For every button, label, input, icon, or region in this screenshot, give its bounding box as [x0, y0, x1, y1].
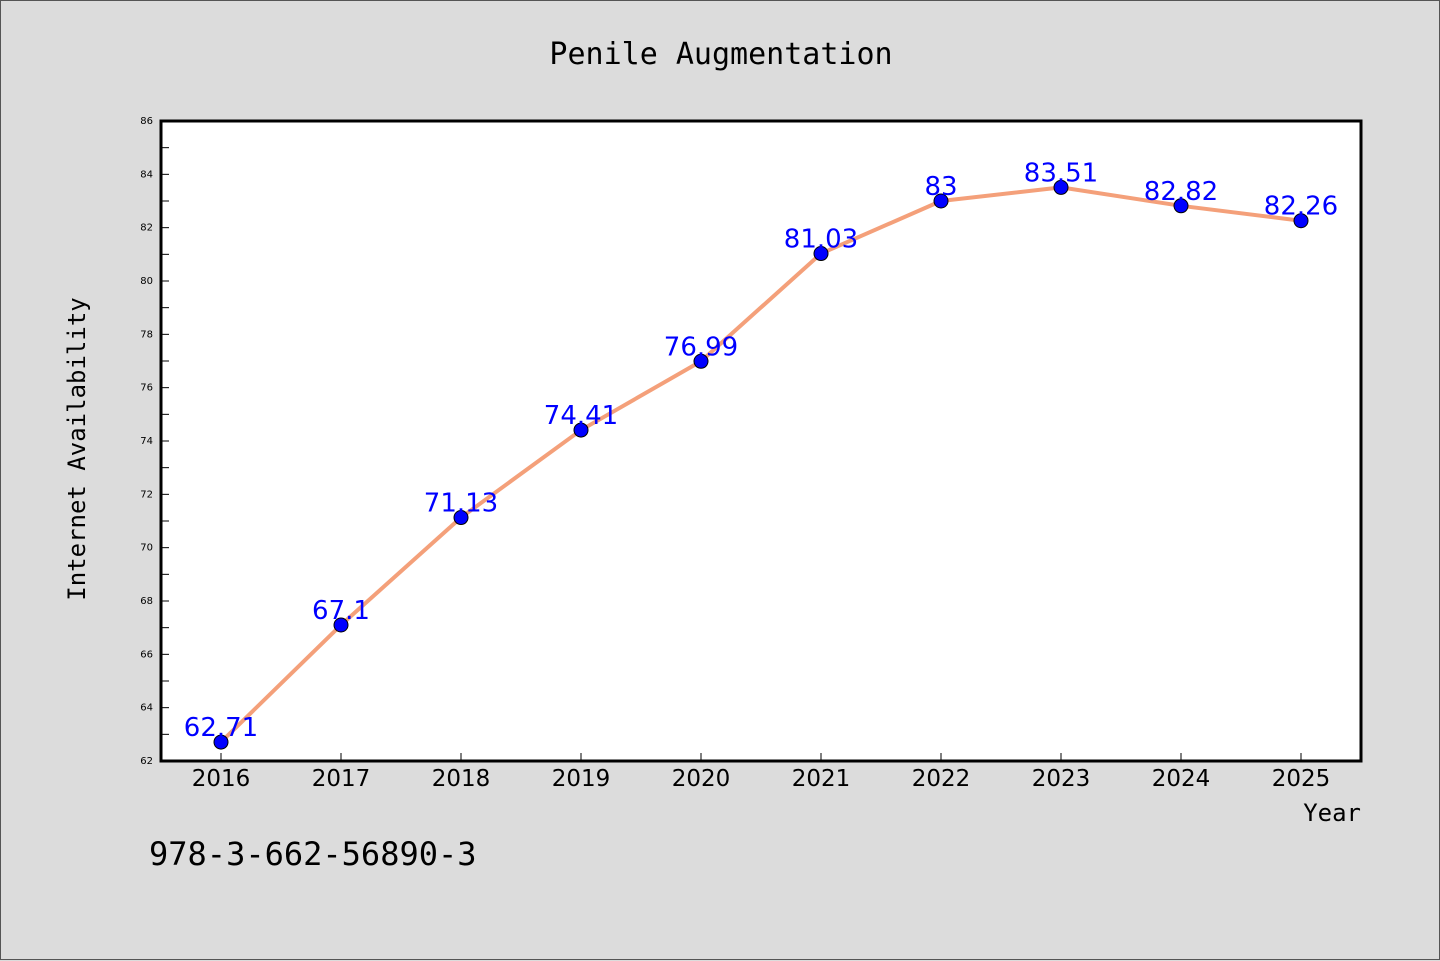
y-tick-label: 80 [140, 276, 153, 287]
x-axis: 2016 2017 2018 2019 2020 2021 2022 2023 2024 2025 [192, 753, 1331, 792]
y-tick-label: 62 [140, 756, 153, 767]
data-label: 67.1 [312, 596, 370, 626]
data-label: 82.26 [1264, 192, 1338, 222]
x-tick-label: 2019 [552, 766, 611, 792]
data-label: 83.51 [1024, 158, 1098, 188]
data-label: 81.03 [784, 225, 858, 255]
x-tick-label: 2018 [432, 766, 491, 792]
y-axis-label: Internet Availability [63, 297, 91, 600]
data-point [213, 734, 229, 750]
series-line-group [213, 179, 1309, 750]
data-label: 62.71 [184, 713, 258, 743]
y-tick-label: 70 [140, 543, 153, 554]
data-point [573, 422, 589, 438]
data-point [453, 510, 469, 526]
x-tick-label: 2022 [912, 766, 971, 792]
y-tick-label: 74 [140, 436, 153, 447]
data-label: 83 [924, 172, 957, 202]
x-tick-label: 2017 [312, 766, 371, 792]
data-point [933, 193, 949, 209]
data-point [1293, 213, 1309, 229]
plot-area [159, 119, 1363, 763]
y-tick-label: 68 [140, 596, 153, 607]
y-tick-label: 82 [140, 223, 153, 234]
x-tick-label: 2021 [792, 766, 851, 792]
x-tick-label: 2025 [1272, 766, 1331, 792]
y-tick-label: 84 [140, 169, 153, 180]
chart-title: Penile Augmentation [549, 37, 892, 72]
x-tick-label: 2020 [672, 766, 731, 792]
footer-text: 978-3-662-56890-3 [149, 835, 477, 873]
y-tick-label: 78 [140, 329, 153, 340]
data-label: 74.41 [544, 401, 618, 431]
y-tick-label: 66 [140, 649, 153, 660]
data-point [813, 246, 829, 262]
x-tick-label: 2023 [1032, 766, 1091, 792]
y-tick-label: 86 [140, 116, 153, 127]
data-label: 76.99 [664, 332, 738, 362]
x-tick-label: 2016 [192, 766, 251, 792]
data-label-group: 62.71 67.1 71.13 74.41 76.99 81.03 83 83.51 82.8… [184, 158, 1338, 743]
y-tick-label: 64 [140, 703, 153, 714]
data-point [693, 353, 709, 369]
y-axis: 62 64 66 68 70 72 74 76 78 80 82 84 86 [140, 116, 169, 767]
data-point [333, 617, 349, 633]
data-point [1053, 179, 1069, 195]
data-point [1173, 198, 1189, 214]
x-axis-label: Year [1303, 799, 1361, 827]
y-tick-label: 76 [140, 383, 153, 394]
series-line [219, 185, 1302, 744]
y-tick-label: 72 [140, 489, 153, 500]
data-label: 71.13 [424, 489, 498, 519]
x-tick-label: 2024 [1152, 766, 1211, 792]
data-label: 82.82 [1144, 177, 1218, 207]
